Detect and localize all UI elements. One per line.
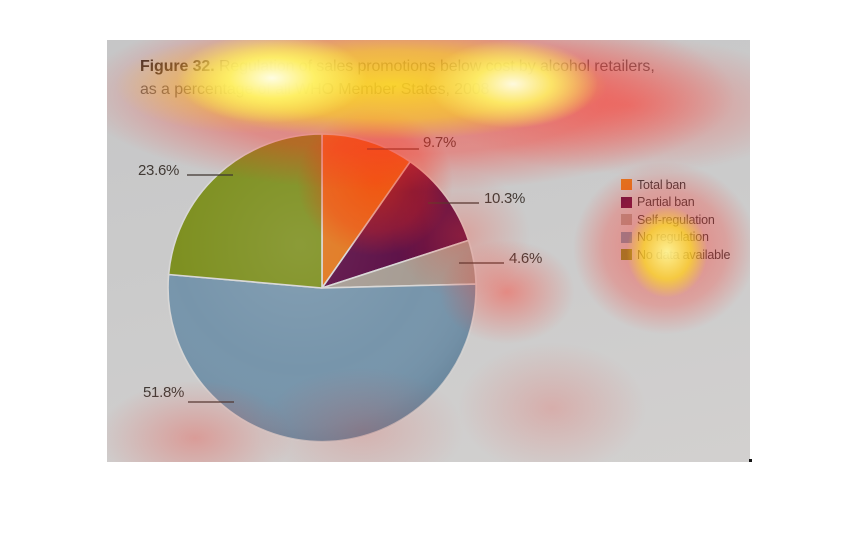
legend-label: No data available: [637, 247, 731, 262]
legend-item-total-ban: Total ban: [621, 176, 730, 194]
legend-item-no-data-available: No data available: [621, 246, 730, 264]
value-label-total-ban: 9.7%: [423, 134, 456, 151]
heatmap-screenshot: Figure 32. Regulation of sales promotion…: [107, 40, 750, 462]
legend: Total ban Partial ban Self-regulation No…: [621, 176, 730, 264]
legend-label: No regulation: [637, 230, 709, 245]
legend-swatch-total-ban: [621, 179, 632, 191]
value-label-partial-ban: 10.3%: [484, 190, 526, 207]
legend-swatch-no-data-available: [621, 249, 632, 261]
legend-swatch-self-regulation: [621, 214, 632, 226]
legend-label: Total ban: [637, 177, 686, 192]
legend-swatch-no-regulation: [621, 231, 632, 243]
legend-item-self-regulation: Self-regulation: [621, 211, 730, 229]
pie-rim-shading: [168, 134, 476, 442]
artifact-dot: [749, 459, 752, 462]
legend-label: Partial ban: [637, 195, 695, 210]
legend-item-no-regulation: No regulation: [621, 229, 730, 247]
value-label-no-regulation: 51.8%: [143, 384, 185, 401]
legend-label: Self-regulation: [637, 212, 715, 227]
value-label-self-regulation: 4.6%: [509, 250, 542, 267]
value-label-no-data: 23.6%: [138, 162, 180, 179]
legend-swatch-partial-ban: [621, 196, 632, 208]
legend-item-partial-ban: Partial ban: [621, 194, 730, 212]
